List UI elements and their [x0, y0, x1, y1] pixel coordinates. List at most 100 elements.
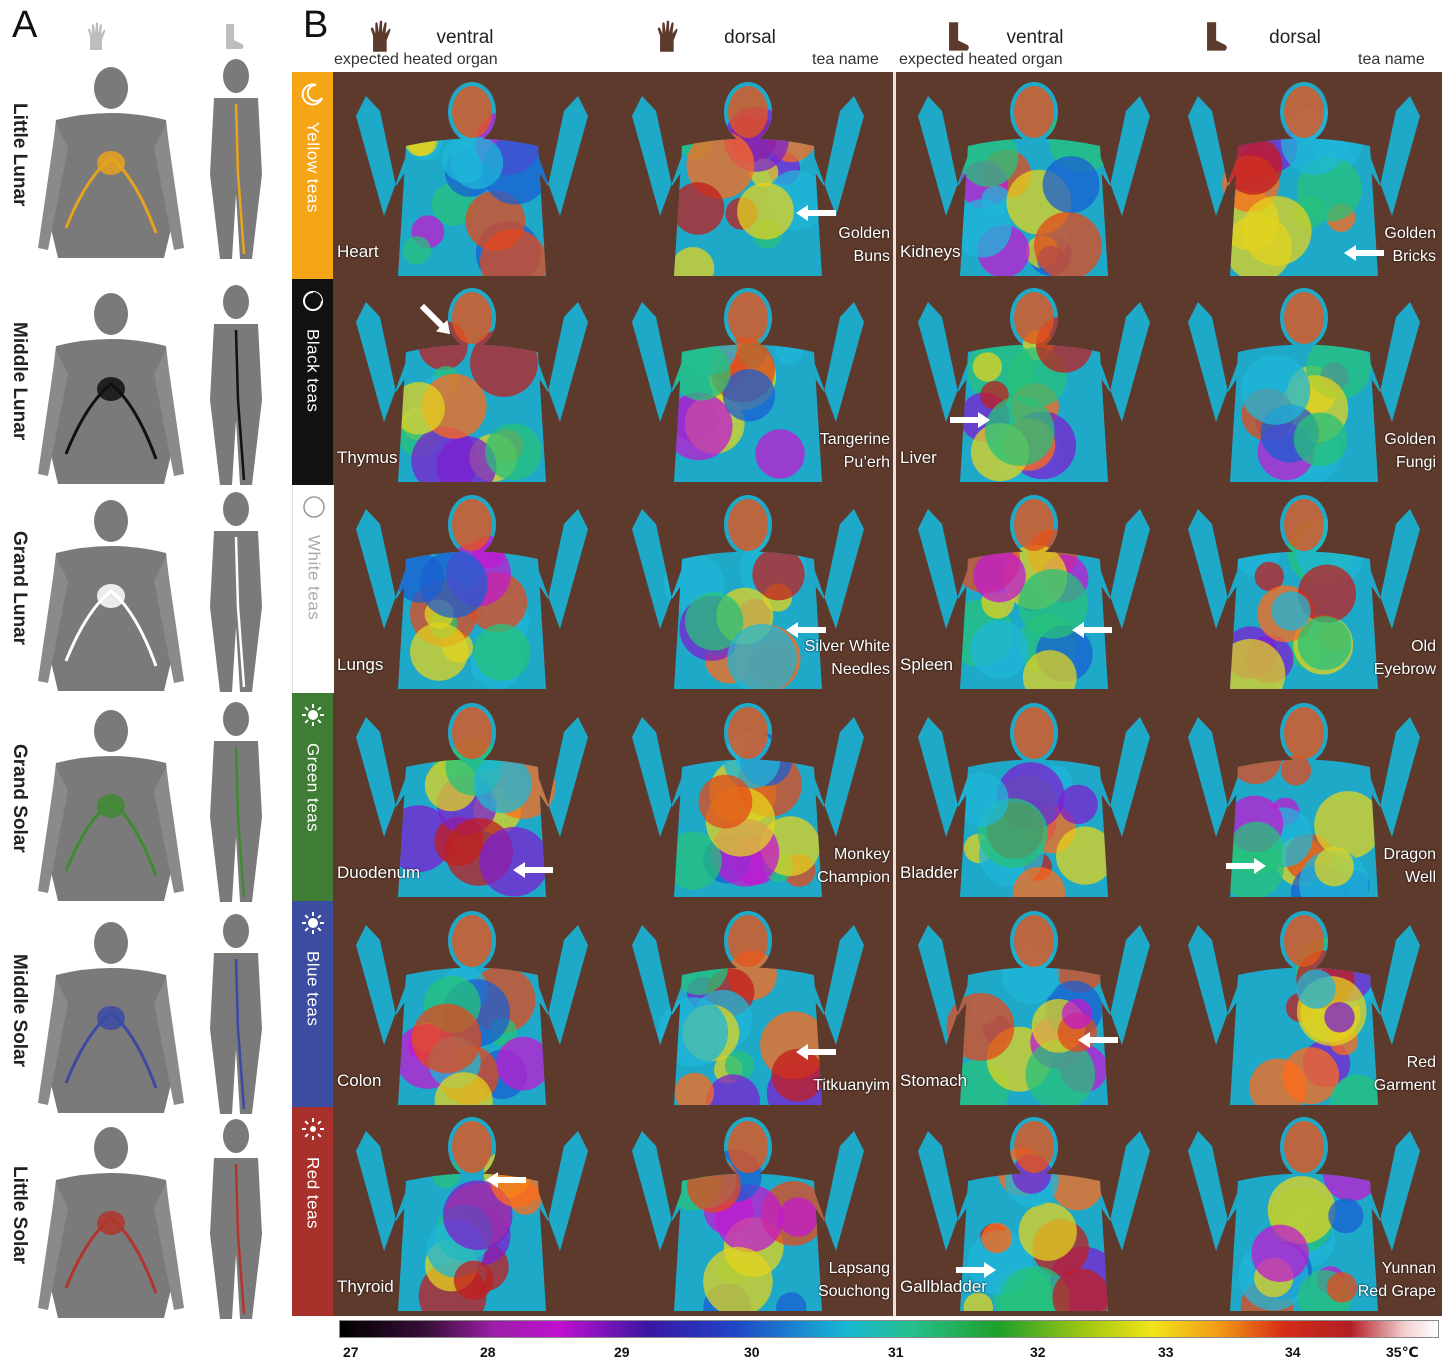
colorbar-tick-label: 32 [1030, 1344, 1046, 1360]
tea-name-label: Old Eyebrow [1374, 635, 1436, 681]
tea-name-line: Golden [1384, 431, 1436, 448]
temperature-colorbar [339, 1320, 1439, 1338]
tea-name-label: Lapsang Souchong [818, 1257, 890, 1303]
organ-label: Kidneys [900, 242, 961, 261]
tea-name-line: Silver White [804, 638, 890, 655]
body-front-figure [36, 58, 186, 263]
colorbar-tick-label: 33 [1158, 1344, 1174, 1360]
body-front-figure [36, 701, 186, 906]
thermal-image [612, 697, 884, 897]
tea-name-line: Fungi [1395, 454, 1436, 471]
tea-name-line: Titkuanyim [813, 1077, 890, 1094]
meridian-label: Little Solar [9, 1165, 30, 1265]
sun-dot-icon [301, 1117, 325, 1141]
white-arrow-icon [950, 412, 990, 428]
tea-name-line: Bricks [1392, 248, 1436, 265]
thermal-image [1168, 282, 1440, 482]
organ-label: Spleen [900, 655, 953, 674]
tea-name-line: Lapsang [828, 1260, 890, 1277]
thermal-image [336, 282, 608, 482]
white-arrow-icon [796, 205, 836, 221]
subheader-left-tea: tea name [812, 51, 879, 68]
organ-label: Gallbladder [900, 1277, 987, 1296]
tea-category-label: Yellow teas [303, 122, 323, 213]
body-side-figure [196, 54, 276, 269]
gibbous-icon [301, 289, 325, 313]
tea-name-label: Red Garment [1374, 1051, 1436, 1097]
header-hand-dorsal: dorsal [724, 27, 776, 48]
subheader-left-organ: expected heated organ [334, 51, 498, 68]
body-side-figure [196, 909, 276, 1124]
tea-name-line: Souchong [817, 1283, 890, 1300]
white-arrow-icon [1344, 245, 1384, 261]
organ-label: Colon [337, 1071, 382, 1090]
sun-icon [301, 911, 325, 935]
tea-name-line: Red [1406, 1054, 1436, 1071]
thermal-image [898, 697, 1170, 897]
meridian-label: Grand Lunar [9, 530, 30, 645]
tea-category-band: Blue teas [292, 901, 333, 1107]
thermal-image [612, 905, 884, 1105]
hand-dorsal-icon [655, 20, 681, 59]
tea-name-line: Old [1411, 638, 1436, 655]
thermal-image [612, 282, 884, 482]
foot-ventral-icon [942, 20, 972, 59]
tea-category-label: Blue teas [303, 951, 323, 1027]
tea-name-line: Tangerine [819, 431, 890, 448]
thermal-image [612, 489, 884, 689]
thermal-image [336, 76, 608, 276]
sun-icon [301, 703, 325, 727]
header-foot-dorsal: dorsal [1269, 27, 1321, 48]
foot-dorsal-icon [1200, 20, 1230, 59]
subheader-right-tea: tea name [1358, 51, 1425, 68]
header-hand-ventral: ventral [436, 27, 494, 48]
tea-name-line: Garment [1373, 1077, 1436, 1094]
tea-name-line: Pu’erh [843, 454, 890, 471]
organ-label: Bladder [900, 863, 959, 882]
tea-category-band: Red teas [292, 1107, 333, 1316]
header-foot-ventral: ventral [1006, 27, 1064, 48]
thermal-image [1168, 489, 1440, 689]
body-side-figure [196, 280, 276, 495]
organ-label: Thyroid [337, 1277, 394, 1296]
colorbar-tick-label: 35℃ [1386, 1344, 1419, 1360]
meridian-label: Middle Lunar [9, 321, 30, 441]
thermal-image [336, 697, 608, 897]
thermal-image [336, 489, 608, 689]
tea-name-line: Well [1405, 869, 1436, 886]
tea-name-label: Titkuanyim [813, 1074, 890, 1097]
colorbar-tick-label: 27 [343, 1344, 359, 1360]
organ-label: Stomach [900, 1071, 968, 1090]
tea-name-line: Dragon [1383, 846, 1436, 863]
thermal-image [898, 76, 1170, 276]
thermal-image [898, 905, 1170, 1105]
organ-label: Lungs [337, 655, 384, 674]
thermal-image [336, 1111, 608, 1311]
thermal-image-grid [333, 72, 1442, 1316]
panel-a-letter: A [12, 4, 38, 46]
circle-icon [302, 495, 326, 519]
thermal-image [898, 282, 1170, 482]
tea-name-label: Yunnan Red Grape [1358, 1257, 1436, 1303]
white-arrow-icon [513, 862, 553, 878]
organ-label: Duodenum [337, 863, 421, 882]
body-side-figure [196, 697, 276, 912]
colorbar-tick-label: 28 [480, 1344, 496, 1360]
grid-divider [893, 72, 896, 1316]
body-front-figure [36, 913, 186, 1118]
thermal-image [612, 1111, 884, 1311]
tea-category-label: White teas [304, 535, 324, 621]
tea-name-label: Tangerine Pu’erh [820, 428, 890, 474]
white-arrow-icon [956, 1262, 996, 1278]
tea-name-label: Dragon Well [1384, 843, 1436, 889]
white-arrow-icon [1072, 622, 1112, 638]
white-arrow-icon [1078, 1032, 1118, 1048]
tea-name-line: Golden [838, 225, 890, 242]
thermal-image [336, 905, 608, 1105]
body-front-figure [36, 491, 186, 696]
tea-category-band: Green teas [292, 693, 333, 901]
thermal-image [1168, 76, 1440, 276]
crescent-icon [301, 82, 325, 106]
tea-category-label: Red teas [303, 1157, 323, 1230]
thermal-image [898, 489, 1170, 689]
